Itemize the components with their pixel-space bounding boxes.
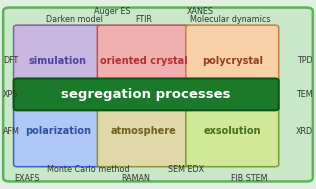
Text: XANES: XANES: [187, 7, 214, 16]
Text: simulation: simulation: [29, 56, 87, 66]
Text: Monte Carlo method: Monte Carlo method: [47, 164, 130, 174]
FancyBboxPatch shape: [3, 8, 313, 181]
FancyBboxPatch shape: [97, 25, 190, 97]
Text: exsolution: exsolution: [204, 126, 261, 136]
Text: Auger ES: Auger ES: [94, 7, 131, 16]
Text: SEM EDX: SEM EDX: [168, 164, 204, 174]
FancyBboxPatch shape: [14, 78, 279, 110]
FancyBboxPatch shape: [186, 95, 279, 167]
Text: polarization: polarization: [25, 126, 91, 136]
Text: atmosphere: atmosphere: [111, 126, 177, 136]
Text: TEM: TEM: [296, 90, 313, 99]
FancyBboxPatch shape: [186, 25, 279, 97]
Text: DFT: DFT: [3, 56, 18, 65]
Text: RAMAN: RAMAN: [121, 174, 150, 183]
Text: EXAFS: EXAFS: [14, 174, 40, 183]
Text: AFM: AFM: [3, 127, 20, 136]
FancyBboxPatch shape: [97, 95, 190, 167]
Text: XPS: XPS: [3, 90, 19, 99]
Text: Darken model: Darken model: [46, 15, 103, 25]
Text: oriented crystal: oriented crystal: [100, 56, 188, 66]
Text: FTIR: FTIR: [135, 15, 152, 25]
Text: FIB STEM: FIB STEM: [231, 174, 268, 183]
FancyBboxPatch shape: [14, 25, 102, 97]
Text: XRD: XRD: [296, 127, 313, 136]
Text: segregation processes: segregation processes: [61, 88, 231, 101]
FancyBboxPatch shape: [14, 95, 102, 167]
Text: Molecular dynamics: Molecular dynamics: [191, 15, 271, 25]
Text: TPD: TPD: [297, 56, 313, 65]
Text: polycrystal: polycrystal: [202, 56, 263, 66]
